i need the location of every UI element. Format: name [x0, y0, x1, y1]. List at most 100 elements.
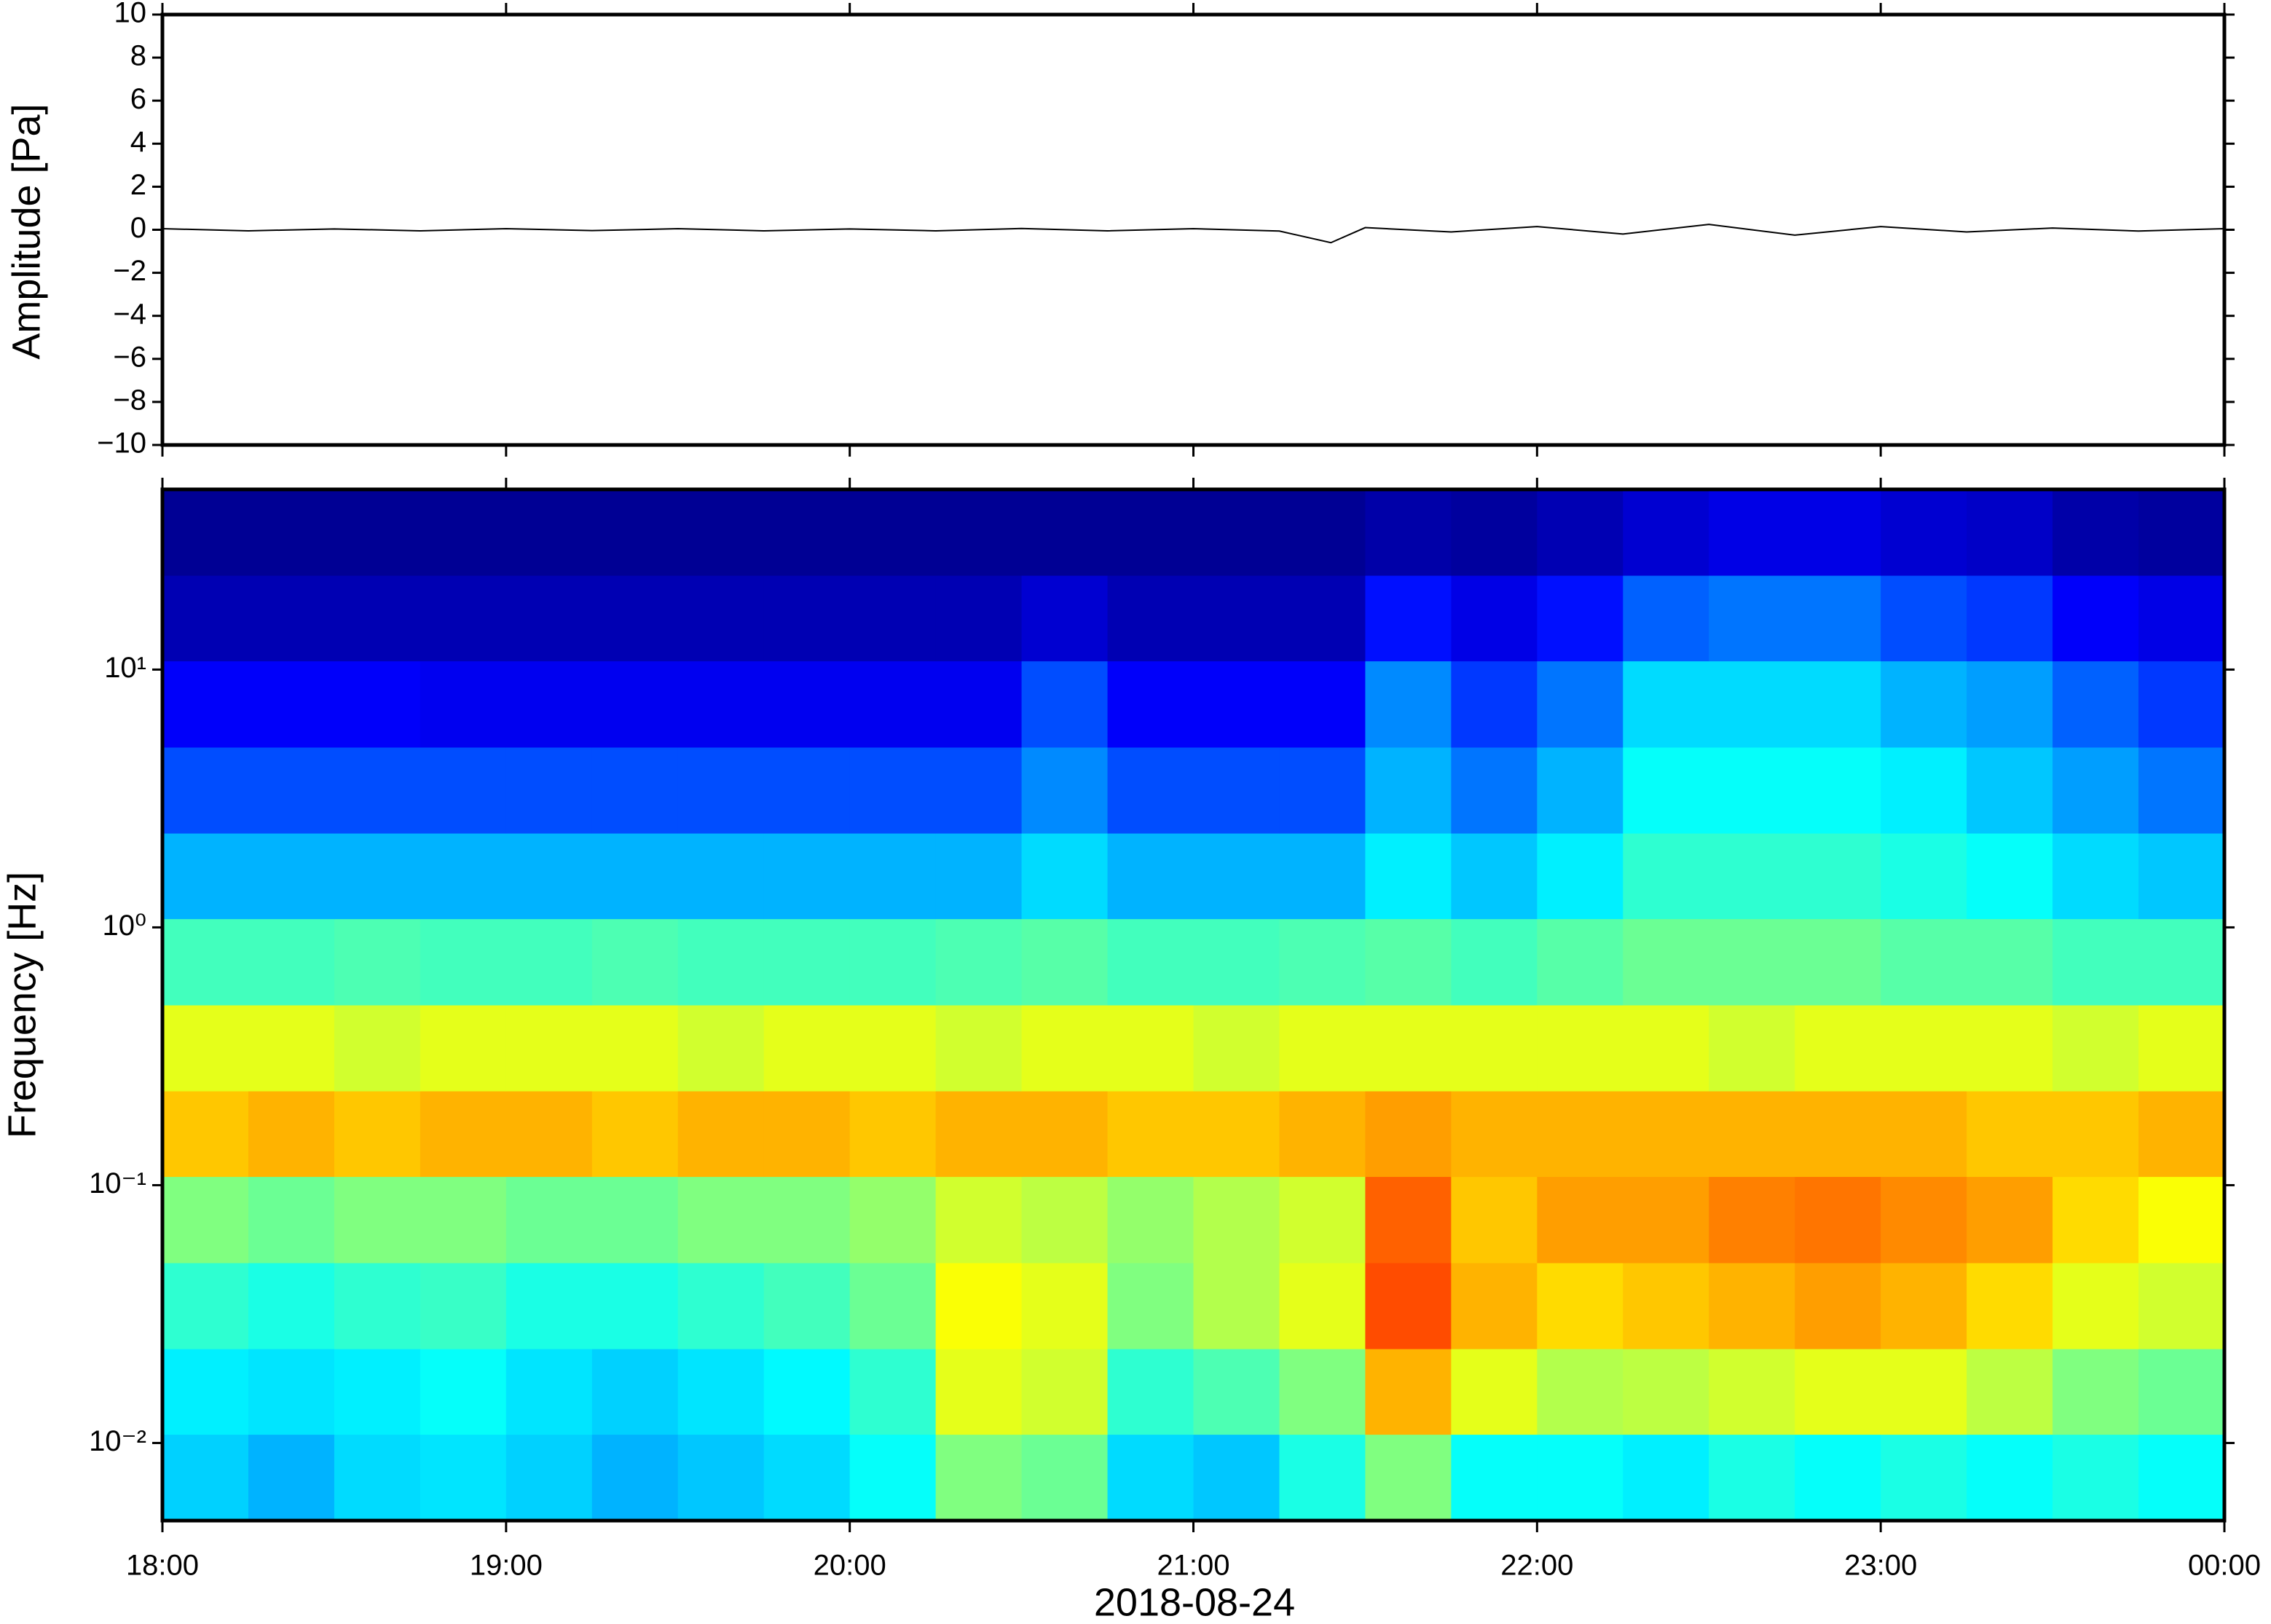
spectrogram-cell — [1881, 833, 1967, 920]
spectrogram-cell — [420, 1091, 507, 1178]
spectrogram-cell — [505, 1091, 593, 1178]
spectrogram-cell — [849, 1091, 937, 1178]
spectrogram-cell — [935, 1349, 1023, 1435]
spectrogram-cell — [1881, 661, 1967, 748]
spectrogram-cell — [1623, 1005, 1709, 1092]
spectrogram-cell — [1709, 747, 1795, 834]
spectrogram-cell — [2138, 1434, 2225, 1521]
spectrogram-cell — [334, 1091, 421, 1178]
spectrogram-cell — [248, 575, 335, 662]
spectrogram-cell — [1795, 489, 1881, 576]
spectrogram-cell — [334, 575, 421, 662]
spectrogram-cell — [1193, 1091, 1280, 1178]
spectrogram-cell — [1365, 575, 1452, 662]
spectrogram-cell — [505, 1005, 593, 1092]
y-axis-label: Frequency [Hz] — [0, 872, 44, 1138]
spectrogram-cell — [1881, 1005, 1967, 1092]
spectrogram-cell — [1107, 575, 1194, 662]
spectrogram-cell — [1623, 833, 1709, 920]
spectrogram-cell — [248, 833, 335, 920]
spectrogram-cell — [1623, 489, 1709, 576]
spectrogram-cell — [1795, 833, 1881, 920]
spectrogram-cell — [162, 833, 249, 920]
spectrogram-cell — [1193, 1263, 1280, 1349]
spectrogram-cell — [2138, 747, 2225, 834]
spectrogram-cell — [1537, 1091, 1623, 1178]
spectrogram-cell — [849, 833, 937, 920]
spectrogram-cell — [420, 1005, 507, 1092]
spectrogram-cell — [1881, 918, 1967, 1006]
spectrogram-cell — [935, 1176, 1023, 1264]
x-tick-label: 20:00 — [814, 1550, 886, 1582]
spectrogram-cell — [1451, 918, 1538, 1006]
spectrogram-cell — [1279, 1263, 1366, 1349]
spectrogram-cell — [1537, 833, 1623, 920]
spectrogram-cell — [1193, 747, 1280, 834]
spectrogram-cell — [677, 575, 765, 662]
spectrogram-cell — [677, 489, 765, 576]
spectrogram-cell — [849, 661, 937, 748]
spectrogram-cell — [505, 747, 593, 834]
spectrogram-cell — [505, 661, 593, 748]
spectrogram-cell — [1021, 1005, 1109, 1092]
spectrogram-cell — [1193, 1349, 1280, 1435]
spectrogram-cell — [1279, 1349, 1366, 1435]
spectrogram-cell — [505, 575, 593, 662]
spectrogram-cell — [505, 1263, 593, 1349]
spectrogram-cell — [1279, 1091, 1366, 1178]
y-tick-label: 10⁻¹ — [89, 1167, 146, 1199]
spectrogram-cell — [1451, 833, 1538, 920]
spectrogram-cell — [1193, 489, 1280, 576]
spectrogram-cell — [1709, 1434, 1795, 1521]
y-tick-label: 10¹ — [104, 652, 146, 684]
spectrogram-cell — [420, 918, 507, 1006]
spectrogram-cell — [1451, 747, 1538, 834]
spectrogram-cell — [2138, 1263, 2225, 1349]
spectrogram-cell — [1881, 489, 1967, 576]
spectrogram-cell — [1451, 575, 1538, 662]
spectrogram-cell — [2138, 1349, 2225, 1435]
spectrogram-cell — [1451, 1005, 1538, 1092]
spectrogram-cell — [1193, 661, 1280, 748]
spectrogram-cell — [1107, 1349, 1194, 1435]
spectrogram-cell — [591, 1091, 679, 1178]
spectrogram-cell — [1709, 489, 1795, 576]
spectrogram-cell — [420, 1263, 507, 1349]
spectrogram-cell — [1537, 747, 1623, 834]
spectrogram-cell — [677, 833, 765, 920]
spectrogram-cell — [1021, 1176, 1109, 1264]
spectrogram-cell — [1365, 489, 1452, 576]
spectrogram-cell — [2138, 833, 2225, 920]
spectrogram-cell — [763, 1349, 851, 1435]
spectrogram-cell — [2052, 747, 2139, 834]
spectrogram-cell — [420, 1176, 507, 1264]
y-tick-label: 10⁻² — [89, 1425, 146, 1457]
spectrogram-cell — [1365, 1434, 1452, 1521]
spectrogram-cell — [591, 747, 679, 834]
spectrogram-cell — [1365, 1091, 1452, 1178]
spectrogram-cell — [763, 1263, 851, 1349]
spectrogram-cell — [1623, 575, 1709, 662]
spectrogram-cell — [1709, 1263, 1795, 1349]
spectrogram-cell — [935, 747, 1023, 834]
spectrogram-cell — [849, 1005, 937, 1092]
spectrogram-cell — [935, 489, 1023, 576]
spectrogram-cell — [2052, 1434, 2139, 1521]
spectrogram-cell — [763, 1176, 851, 1264]
spectrogram-cell — [1107, 1176, 1194, 1264]
spectrogram-cell — [591, 833, 679, 920]
spectrogram-cell — [505, 1176, 593, 1264]
spectrogram-cell — [1021, 1091, 1109, 1178]
spectrogram-cell — [1279, 489, 1366, 576]
spectrogram-cell — [162, 1005, 249, 1092]
spectrogram-cell — [505, 1434, 593, 1521]
spectrogram-cell — [1451, 1434, 1538, 1521]
spectrogram-cell — [505, 1349, 593, 1435]
x-tick-label: 00:00 — [2188, 1550, 2261, 1582]
x-axis-label: 2018-08-24 — [1094, 1580, 1295, 1624]
spectrogram-cell — [1537, 489, 1623, 576]
x-tick-label: 21:00 — [1157, 1550, 1229, 1582]
spectrogram-cell — [248, 1434, 335, 1521]
spectrogram-cell — [1795, 1005, 1881, 1092]
